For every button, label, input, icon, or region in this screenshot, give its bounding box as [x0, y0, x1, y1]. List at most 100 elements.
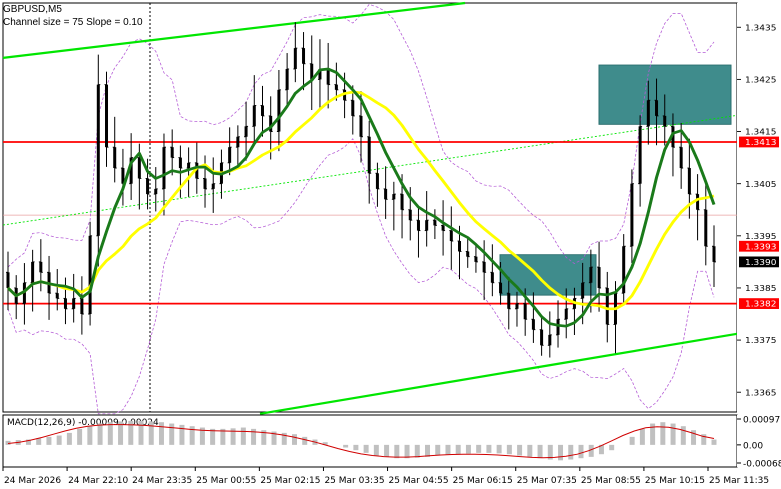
- lower-channel-line: [259, 332, 738, 415]
- candle-body: [203, 178, 207, 189]
- candle-body: [515, 303, 519, 309]
- price-tick-label: 1.3395: [745, 232, 776, 241]
- candle-body: [564, 308, 568, 320]
- macd-signal-line: [7, 424, 715, 459]
- candle-body: [646, 100, 650, 127]
- candle-body: [105, 84, 109, 148]
- candle-body: [375, 173, 379, 189]
- candle-body: [581, 282, 585, 299]
- candle-body: [663, 115, 667, 127]
- candle-body: [269, 115, 273, 132]
- price-tick-label: 1.3365: [745, 389, 776, 398]
- candle-body: [113, 147, 117, 169]
- candle-body: [384, 188, 388, 200]
- candle-body: [392, 194, 396, 200]
- candle-body: [154, 188, 158, 195]
- candle-body: [351, 100, 355, 116]
- bollinger-upper: [7, 3, 715, 268]
- price-tick-label: 1.3425: [745, 76, 776, 85]
- candle-body: [704, 209, 708, 247]
- candle-body: [367, 136, 371, 174]
- candle-body: [162, 147, 166, 189]
- price-axis-bg: [737, 3, 781, 414]
- candle-body: [326, 68, 330, 85]
- upper-channel-line: [2, 1, 466, 59]
- candle-body: [556, 319, 560, 335]
- candle-body: [277, 89, 281, 132]
- price-tick-label: 1.3375: [745, 337, 776, 346]
- candle-body: [425, 220, 429, 231]
- highlight-zones: [499, 64, 732, 296]
- candle-body: [334, 84, 338, 90]
- candle-body: [597, 267, 601, 288]
- candle-body: [63, 298, 67, 309]
- price-badge: [739, 136, 779, 148]
- macd-tick-label: -0.00068: [743, 460, 781, 470]
- candle-body: [22, 282, 26, 304]
- candle-body: [490, 272, 494, 283]
- lower-highlight-zone: [499, 254, 597, 296]
- candle-body: [80, 298, 84, 315]
- candle-body: [211, 183, 215, 189]
- candle-body: [244, 126, 248, 137]
- candle-body: [39, 261, 43, 273]
- candle-body: [252, 105, 256, 127]
- candle-body: [6, 272, 10, 288]
- candle-body: [302, 48, 306, 64]
- price-badge: [739, 256, 779, 268]
- time-label: 24 Mar 23:35: [132, 476, 192, 486]
- bollinger-lower: [7, 138, 715, 415]
- time-label: 25 Mar 00:55: [196, 476, 256, 486]
- time-label: 25 Mar 02:15: [260, 476, 320, 486]
- candle-body: [507, 293, 511, 309]
- symbol-label: GBPUSD,M5: [3, 4, 62, 15]
- candle-body: [589, 267, 593, 283]
- price-badge-label: 1.3382: [745, 300, 776, 309]
- price-badge: [739, 298, 779, 309]
- price-badge-label: 1.3393: [745, 243, 776, 252]
- candle-body: [523, 303, 527, 320]
- price-tick-label: 1.3385: [745, 284, 776, 293]
- candle-body: [187, 162, 191, 169]
- price-axis: 1.3435 1.3425 1.3415 1.3405 1.3395 1.3385 1.33…: [737, 3, 781, 414]
- candle-body: [236, 136, 240, 148]
- fast-moving-average: [6, 67, 716, 328]
- candle-body: [696, 194, 700, 210]
- candle-body: [622, 246, 626, 294]
- candle-body: [433, 220, 437, 226]
- time-label: 24 Mar 22:10: [68, 476, 128, 486]
- candle-body: [55, 293, 59, 299]
- price-badge: [739, 240, 779, 252]
- candle-body: [540, 329, 544, 346]
- candle-body: [310, 63, 314, 80]
- candle-body: [146, 178, 150, 195]
- time-axis: 24 Mar 2026 24 Mar 22:10 24 Mar 23:35 25 Ma…: [2, 467, 769, 486]
- price-tick-label: 1.3435: [745, 24, 776, 33]
- price-badge-label: 1.3390: [745, 258, 776, 267]
- candle-body: [400, 194, 404, 210]
- candle-body: [531, 319, 535, 330]
- macd-tick-label: 0.00097: [743, 416, 780, 426]
- candle-body: [449, 230, 453, 242]
- candle-body: [408, 209, 412, 221]
- candle-body: [343, 89, 347, 101]
- candle-body: [293, 48, 297, 69]
- candle-body: [466, 251, 470, 257]
- candle-body: [31, 261, 35, 283]
- candle-body: [195, 162, 199, 179]
- time-label: 25 Mar 10:15: [645, 476, 705, 486]
- macd-panel: MACD(12,26,9) -0.00009 0.00024 0.00097 0.0…: [2, 414, 781, 470]
- slow-moving-average: [6, 90, 715, 311]
- time-label: 25 Mar 03:35: [324, 476, 384, 486]
- macd-axis-bg: [737, 415, 781, 467]
- candle-body: [359, 115, 363, 137]
- candle-body: [318, 68, 322, 80]
- price-badge-label: 1.3413: [745, 138, 776, 147]
- candle-body: [605, 287, 609, 325]
- time-label: 24 Mar 2026: [4, 476, 61, 486]
- price-bars: [6, 22, 716, 358]
- time-label: 25 Mar 07:35: [517, 476, 577, 486]
- time-label: 25 Mar 11:35: [709, 476, 769, 486]
- candle-body: [285, 68, 289, 90]
